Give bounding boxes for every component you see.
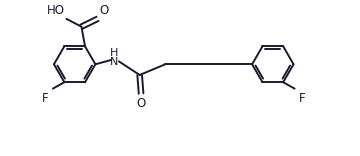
Text: HO: HO — [47, 4, 65, 17]
Text: O: O — [136, 97, 146, 110]
Text: O: O — [99, 4, 108, 17]
Text: F: F — [42, 92, 49, 105]
Text: H
N: H N — [110, 48, 118, 67]
Text: F: F — [299, 92, 306, 105]
